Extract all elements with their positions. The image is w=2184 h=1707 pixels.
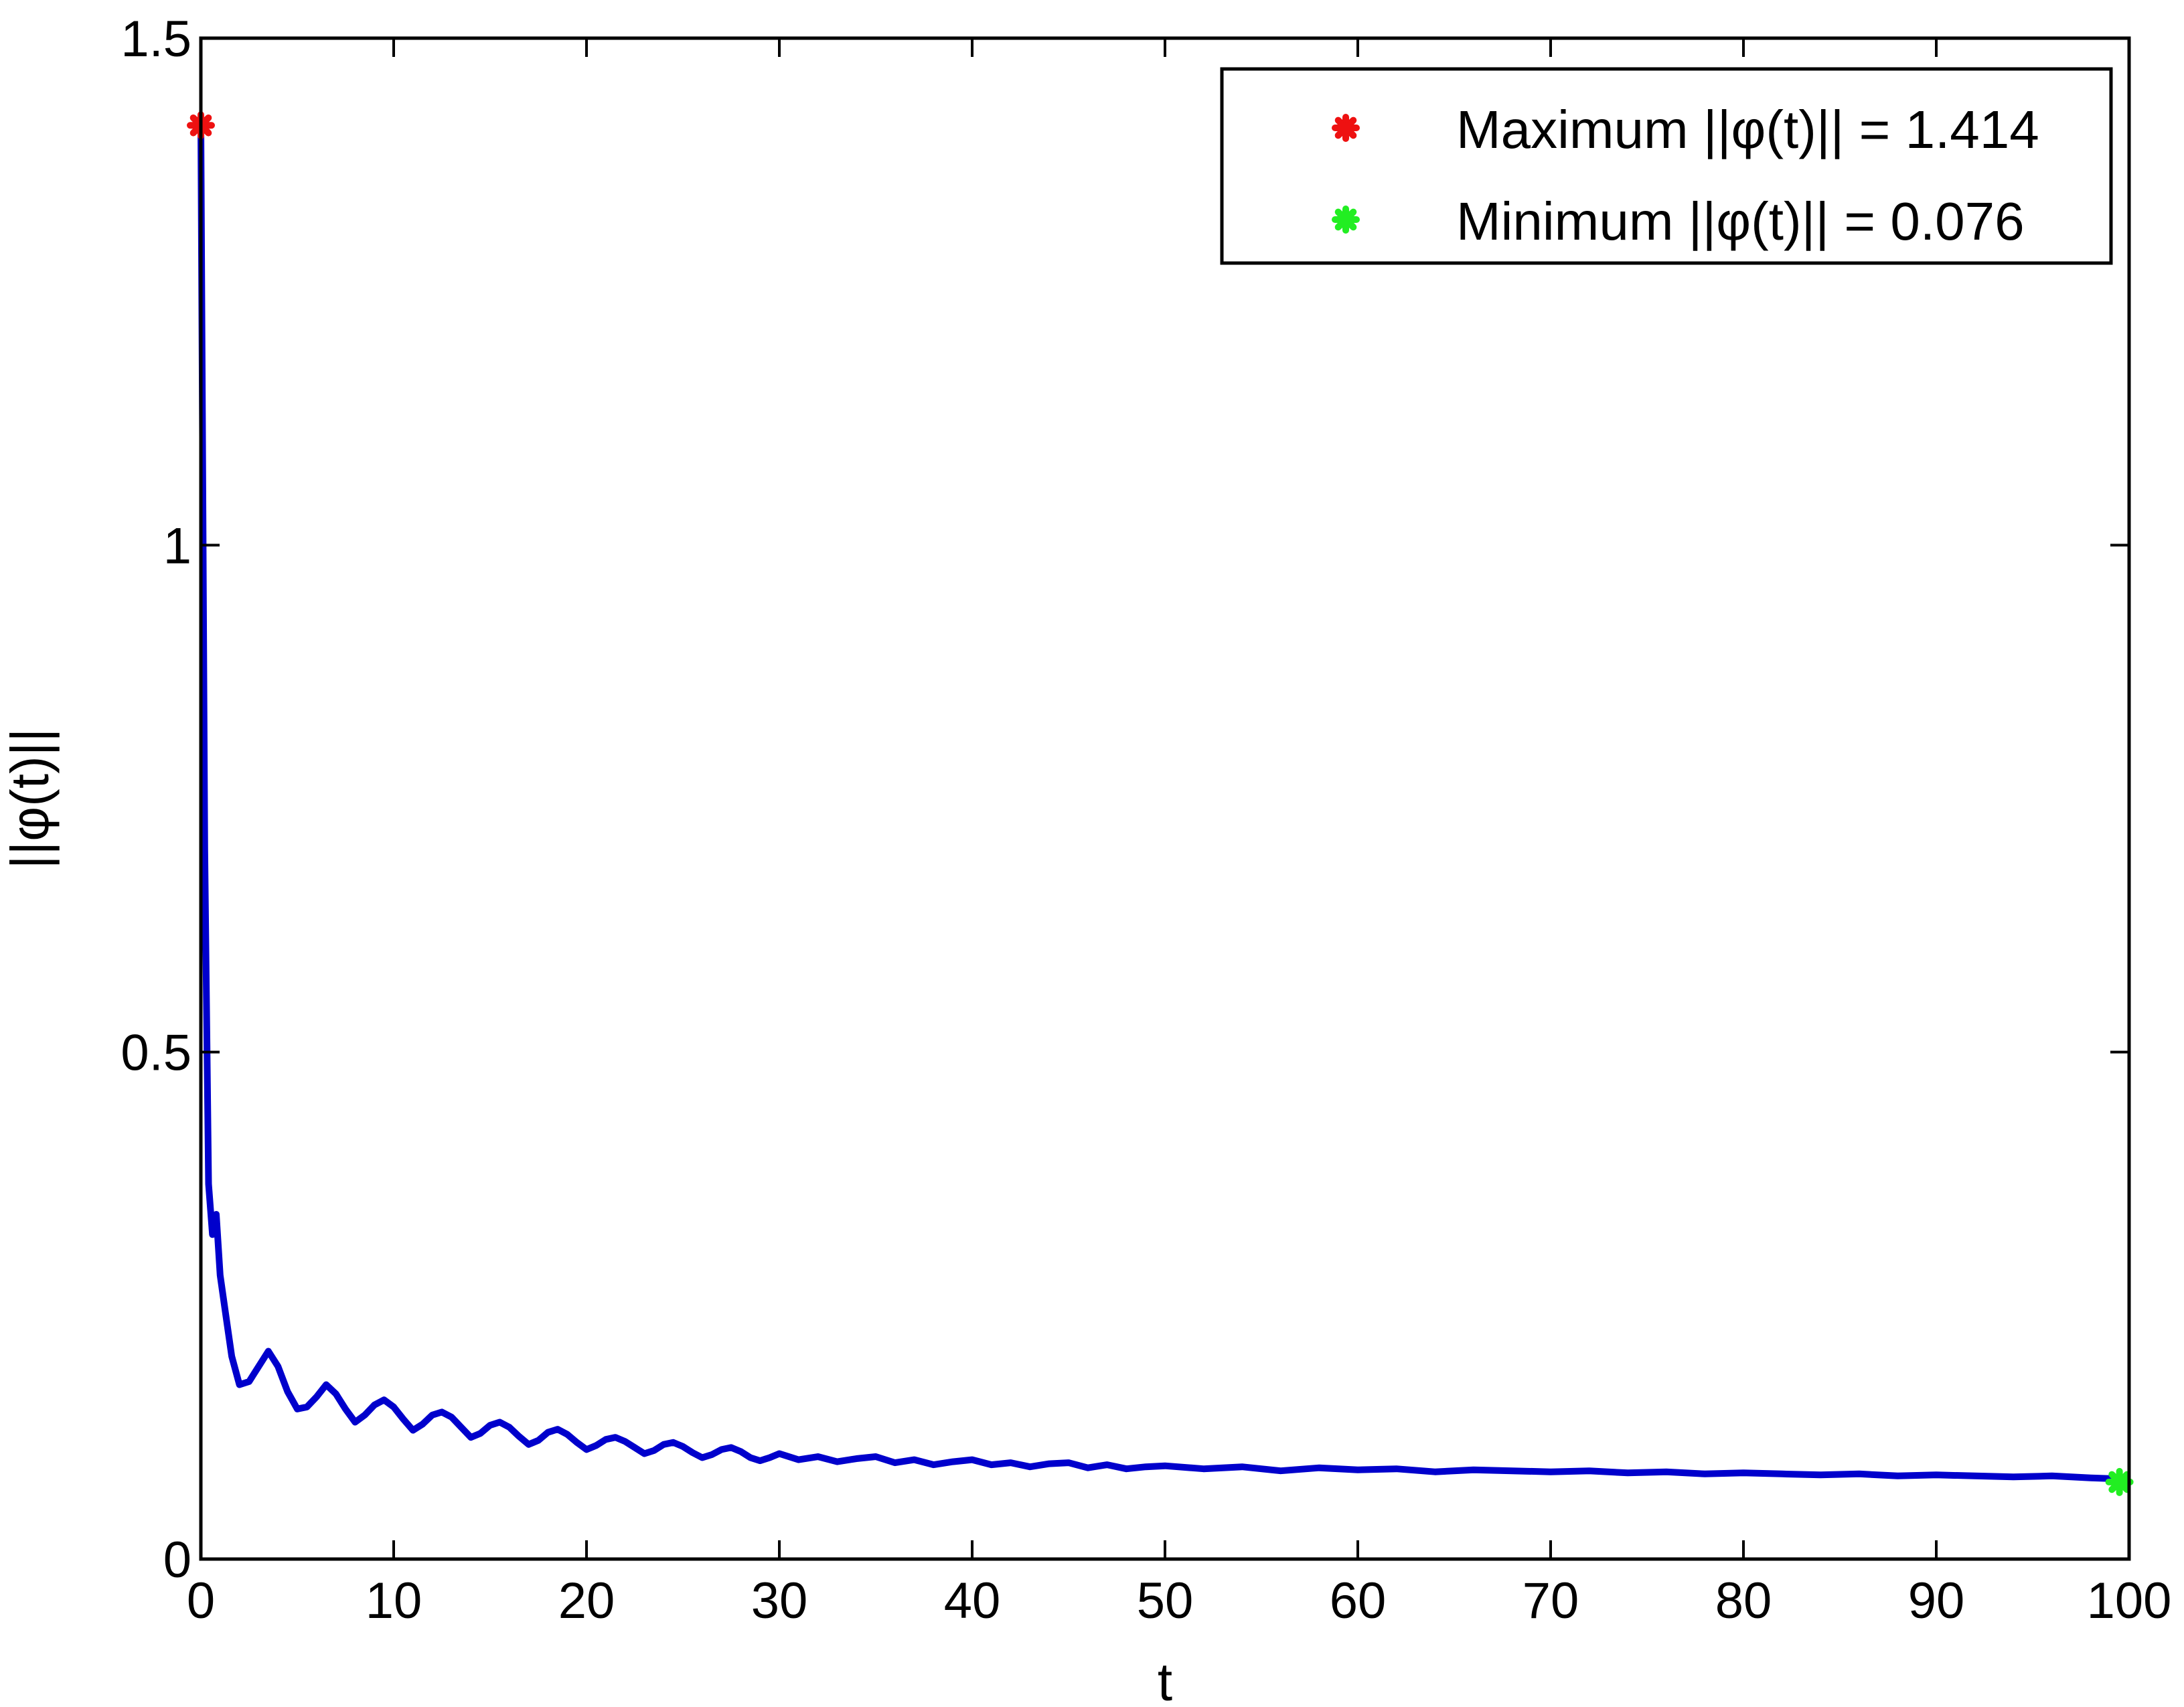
legend-entries: Maximum ||φ(t)|| = 1.414 Minimum ||φ(t)||… [1332,100,2039,251]
x-tick-label: 90 [1908,1572,1965,1629]
x-tick-label: 100 [2087,1572,2172,1629]
tick-layer: 0 10 20 30 40 50 60 70 80 90 100 0 0.5 1 1.5 [121,11,2171,1629]
y-axis-label: ||φ(t)|| [0,728,60,870]
curve-layer [198,122,2123,1483]
x-tick-label: 10 [366,1572,422,1629]
legend: Maximum ||φ(t)|| = 1.414 Minimum ||φ(t)||… [1220,67,2113,265]
legend-max-label: Maximum ||φ(t)|| = 1.414 [1456,100,2039,159]
x-tick-label: 70 [1523,1572,1579,1629]
y-tick-label: 1 [163,517,191,574]
x-tick-label: 80 [1715,1572,1772,1629]
x-tick-label: 0 [187,1572,215,1629]
x-tick-label: 50 [1137,1572,1194,1629]
x-tick-label: 20 [558,1572,615,1629]
y-tick-label: 0.5 [121,1025,191,1082]
legend-min-marker [1332,206,1360,234]
minimum-marker [2105,1467,2134,1496]
legend-max-marker [1332,114,1360,142]
y-tick-label: 1.5 [121,11,191,68]
legend-box [1220,67,2113,265]
x-axis-label: t [1158,1652,1172,1707]
x-tick-label: 30 [751,1572,808,1629]
y-tick-label: 0 [163,1532,191,1589]
x-tick-label: 40 [944,1572,1001,1629]
series-line-0 [198,122,2123,1483]
x-tick-label: 60 [1330,1572,1387,1629]
legend-min-label: Minimum ||φ(t)|| = 0.076 [1456,191,2025,251]
